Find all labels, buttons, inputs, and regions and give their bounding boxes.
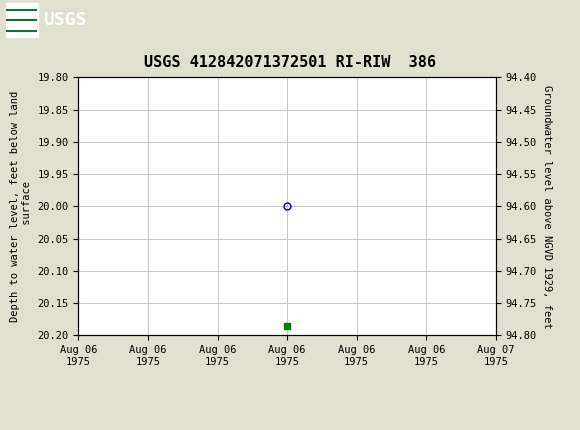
Y-axis label: Groundwater level above NGVD 1929, feet: Groundwater level above NGVD 1929, feet: [542, 85, 552, 328]
Text: USGS 412842071372501 RI-RIW  386: USGS 412842071372501 RI-RIW 386: [144, 55, 436, 70]
Legend: Period of approved data: Period of approved data: [181, 426, 393, 430]
Y-axis label: Depth to water level, feet below land
 surface: Depth to water level, feet below land su…: [10, 91, 32, 322]
Text: USGS: USGS: [44, 12, 87, 29]
Bar: [6, 3, 38, 37]
